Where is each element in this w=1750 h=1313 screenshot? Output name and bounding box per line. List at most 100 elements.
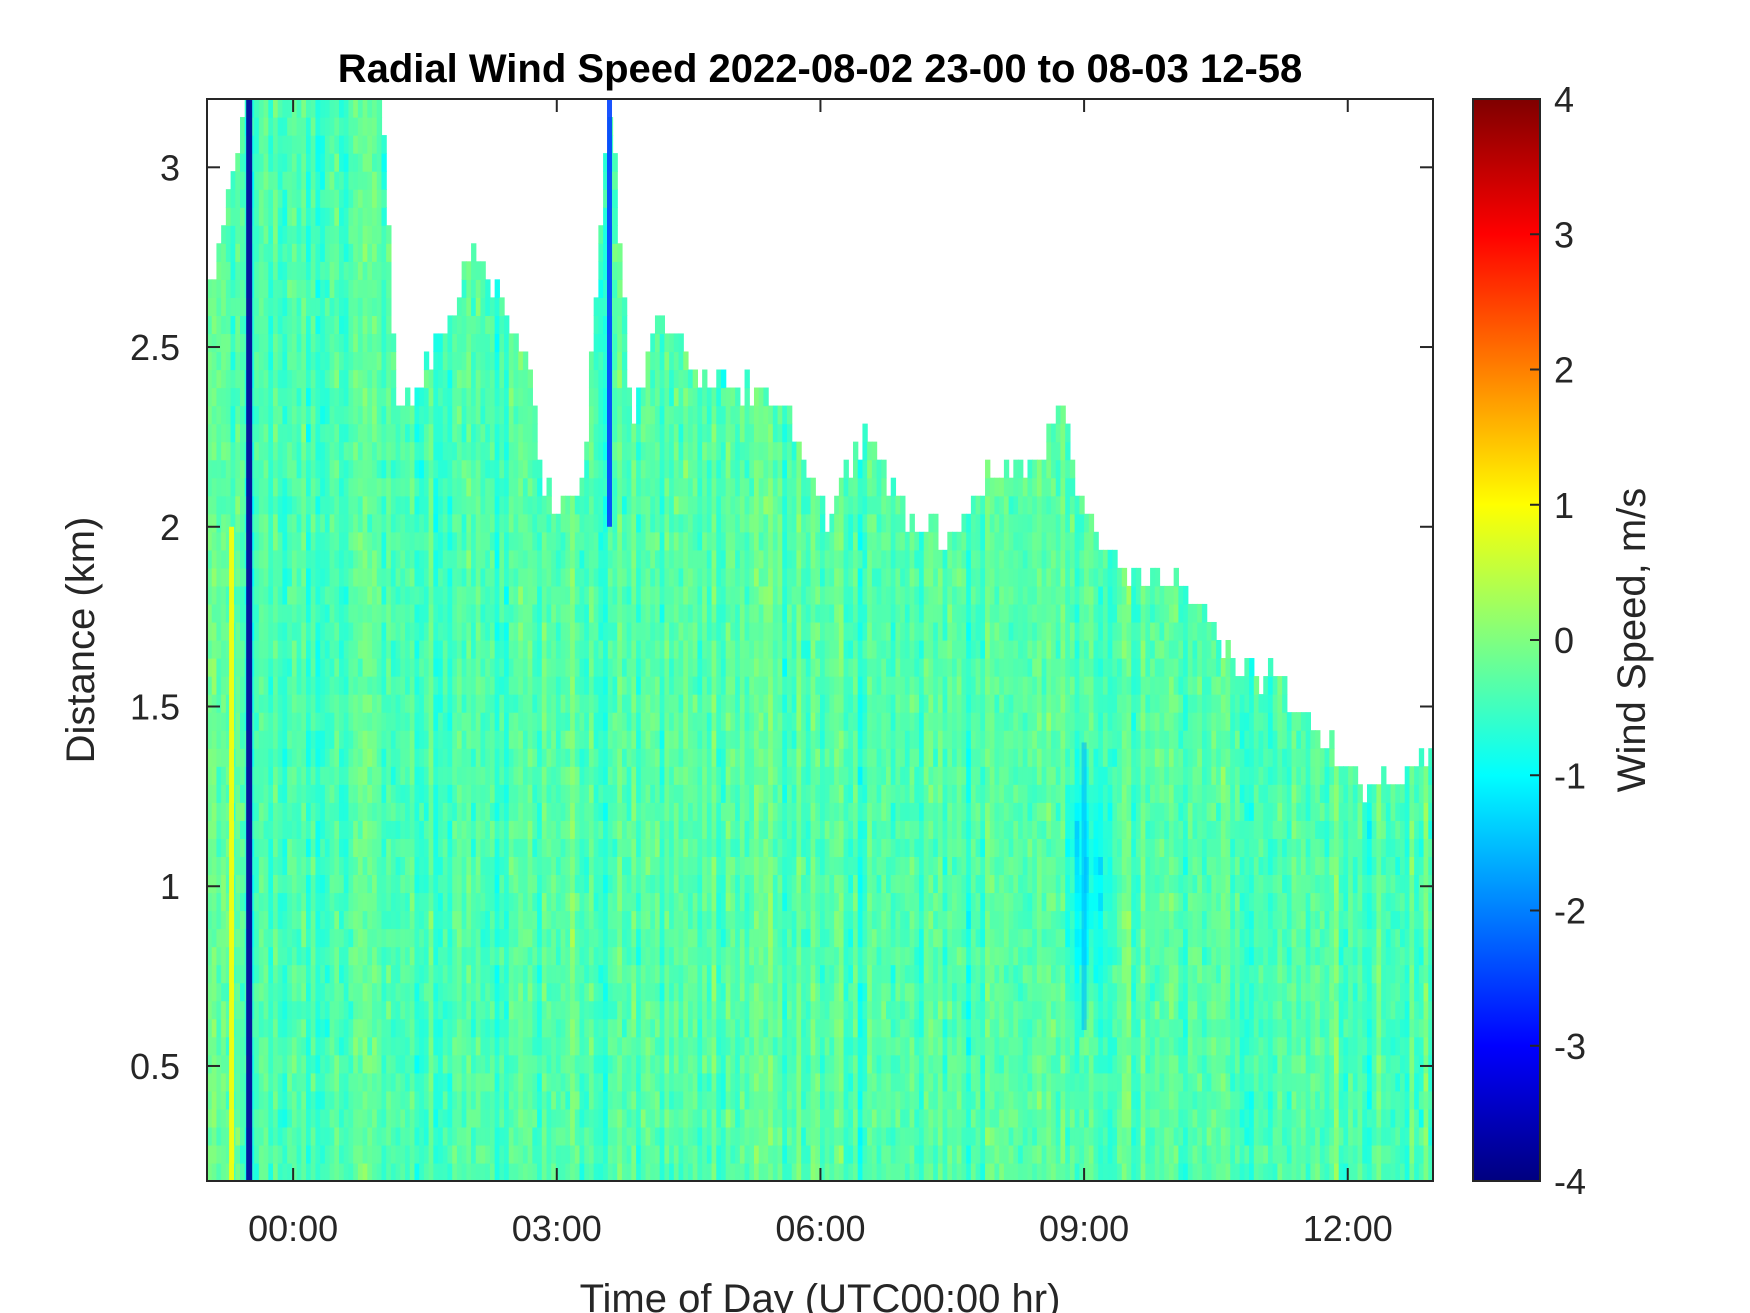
heatmap-cell: [277, 477, 284, 497]
heatmap-cell: [339, 207, 345, 226]
heatmap-cell: [376, 856, 383, 876]
heatmap-cell: [240, 567, 246, 587]
heatmap-cell: [405, 423, 411, 443]
heatmap-cell: [423, 405, 430, 425]
heatmap-cell: [527, 549, 533, 569]
heatmap-cell: [636, 387, 642, 407]
heatmap-cell: [522, 495, 529, 515]
heatmap-cell: [381, 1054, 387, 1074]
heatmap-cell: [423, 459, 430, 479]
heatmap-cell: [339, 982, 345, 1002]
heatmap-cell: [301, 1000, 307, 1020]
heatmap-cell: [296, 189, 302, 208]
heatmap-cell: [546, 585, 552, 605]
heatmap-cell: [588, 964, 595, 984]
heatmap-cell: [343, 946, 350, 966]
heatmap-cell: [386, 892, 392, 912]
heatmap-cell: [565, 748, 571, 767]
heatmap-cell: [291, 387, 298, 407]
heatmap-cell: [645, 531, 651, 551]
heatmap-cell: [433, 658, 439, 677]
heatmap-cell: [419, 748, 425, 767]
heatmap-cell: [480, 333, 486, 353]
heatmap-cell: [230, 369, 236, 389]
heatmap-cell: [211, 567, 218, 587]
heatmap-cell: [367, 261, 373, 280]
heatmap-cell: [442, 766, 449, 785]
heatmap-cell: [348, 315, 354, 335]
heatmap-cell: [258, 441, 265, 461]
heatmap-cell: [263, 207, 269, 226]
heatmap-cell: [631, 730, 637, 749]
heatmap-cell: [268, 423, 274, 443]
heatmap-cell: [357, 585, 364, 605]
heatmap-cell: [475, 1018, 482, 1038]
heatmap-cell: [428, 838, 434, 857]
heatmap-cell: [551, 892, 557, 912]
heatmap-cell: [645, 351, 651, 371]
heatmap-cell: [221, 964, 227, 984]
heatmap-cell: [386, 1054, 392, 1074]
heatmap-cell: [343, 964, 350, 984]
heatmap-cell: [296, 856, 302, 876]
heatmap-cell: [621, 441, 628, 461]
heatmap-cell: [471, 928, 477, 948]
heatmap-cell: [518, 982, 524, 1002]
heatmap-cell: [334, 621, 340, 641]
heatmap-cell: [400, 423, 406, 443]
heatmap-cell: [570, 928, 576, 948]
heatmap-cell: [494, 1036, 500, 1056]
heatmap-cell: [419, 1000, 425, 1020]
heatmap-cell: [513, 1162, 519, 1181]
heatmap-cell: [508, 766, 515, 785]
heatmap-cell: [466, 369, 472, 389]
heatmap-cell: [287, 928, 293, 948]
heatmap-cell: [480, 892, 486, 912]
heatmap-cell: [499, 784, 505, 803]
heatmap-cell: [263, 1036, 269, 1056]
heatmap-cell: [240, 982, 246, 1002]
heatmap-cell: [273, 1090, 279, 1110]
heatmap-cell: [277, 1054, 284, 1074]
heatmap-cell: [636, 766, 642, 785]
heatmap-cell: [414, 676, 420, 695]
heatmap-cell: [607, 784, 614, 803]
heatmap-cell: [376, 549, 383, 569]
heatmap-cell: [570, 1090, 576, 1110]
heatmap-cell: [541, 946, 548, 966]
heatmap-cell: [584, 549, 590, 569]
heatmap-cell: [588, 730, 595, 749]
heatmap-cell: [560, 1054, 566, 1074]
heatmap-cell: [301, 946, 307, 966]
heatmap-cell: [447, 658, 453, 677]
heatmap-cell: [301, 964, 307, 984]
heatmap-cell: [291, 1000, 298, 1020]
heatmap-cell: [334, 730, 340, 749]
heatmap-cell: [485, 964, 491, 984]
heatmap-cell: [565, 766, 571, 785]
heatmap-cell: [301, 1018, 307, 1038]
heatmap-cell: [263, 1162, 269, 1181]
heatmap-cell: [291, 171, 298, 190]
heatmap-cell: [339, 567, 345, 587]
heatmap-cell: [357, 99, 364, 118]
heatmap-cell: [513, 477, 519, 497]
heatmap-cell: [480, 694, 486, 713]
heatmap-cell: [362, 1000, 368, 1020]
heatmap-cell: [414, 477, 420, 497]
heatmap-cell: [221, 369, 227, 389]
heatmap-cell: [235, 513, 241, 533]
heatmap-cell: [607, 982, 614, 1002]
heatmap-cell: [343, 730, 350, 749]
heatmap-cell: [494, 495, 500, 515]
heatmap-cell: [612, 207, 618, 226]
heatmap-cell: [504, 946, 510, 966]
heatmap-cell: [537, 964, 543, 984]
heatmap-cell: [211, 333, 218, 353]
heatmap-cell: [551, 603, 557, 623]
heatmap-cell: [574, 1108, 581, 1128]
heatmap-cell: [282, 1072, 288, 1092]
heatmap-cell: [499, 676, 505, 695]
heatmap-cell: [603, 405, 609, 425]
heatmap-cell: [461, 513, 467, 533]
